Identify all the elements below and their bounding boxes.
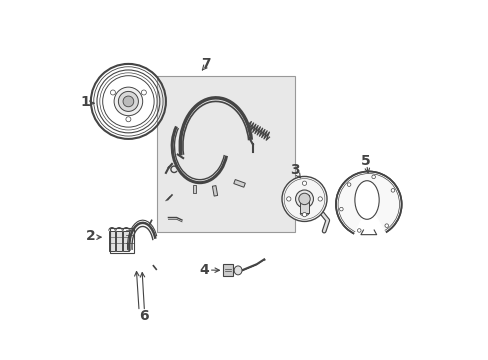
- Circle shape: [282, 176, 326, 221]
- Circle shape: [339, 207, 343, 211]
- Circle shape: [114, 87, 142, 116]
- Circle shape: [384, 224, 387, 228]
- Bar: [116, 231, 122, 251]
- Circle shape: [390, 189, 394, 192]
- Ellipse shape: [234, 266, 242, 275]
- Circle shape: [125, 117, 131, 122]
- Text: 3: 3: [289, 163, 299, 177]
- Text: 5: 5: [360, 154, 370, 168]
- Circle shape: [141, 90, 146, 95]
- Circle shape: [286, 197, 290, 201]
- Circle shape: [118, 91, 138, 111]
- Bar: [157, 76, 294, 232]
- Circle shape: [317, 197, 322, 201]
- Wedge shape: [354, 204, 385, 238]
- Circle shape: [298, 193, 309, 204]
- Text: 7: 7: [201, 57, 211, 71]
- Bar: [300, 195, 308, 213]
- Bar: [233, 180, 245, 187]
- Bar: [110, 228, 134, 253]
- Text: 1: 1: [81, 95, 90, 109]
- Circle shape: [123, 96, 134, 107]
- Circle shape: [371, 175, 375, 179]
- Text: 4: 4: [199, 263, 208, 277]
- Circle shape: [302, 212, 306, 217]
- Text: 2: 2: [86, 229, 96, 243]
- Bar: [212, 186, 217, 196]
- Ellipse shape: [354, 181, 378, 219]
- Circle shape: [346, 183, 350, 186]
- Text: 6: 6: [139, 310, 148, 323]
- Circle shape: [357, 229, 360, 232]
- Bar: [123, 231, 129, 251]
- Bar: [108, 231, 115, 251]
- Bar: [223, 264, 233, 276]
- Circle shape: [335, 171, 401, 237]
- Circle shape: [295, 190, 313, 208]
- Bar: [192, 185, 195, 193]
- Circle shape: [302, 181, 306, 185]
- Circle shape: [110, 90, 115, 95]
